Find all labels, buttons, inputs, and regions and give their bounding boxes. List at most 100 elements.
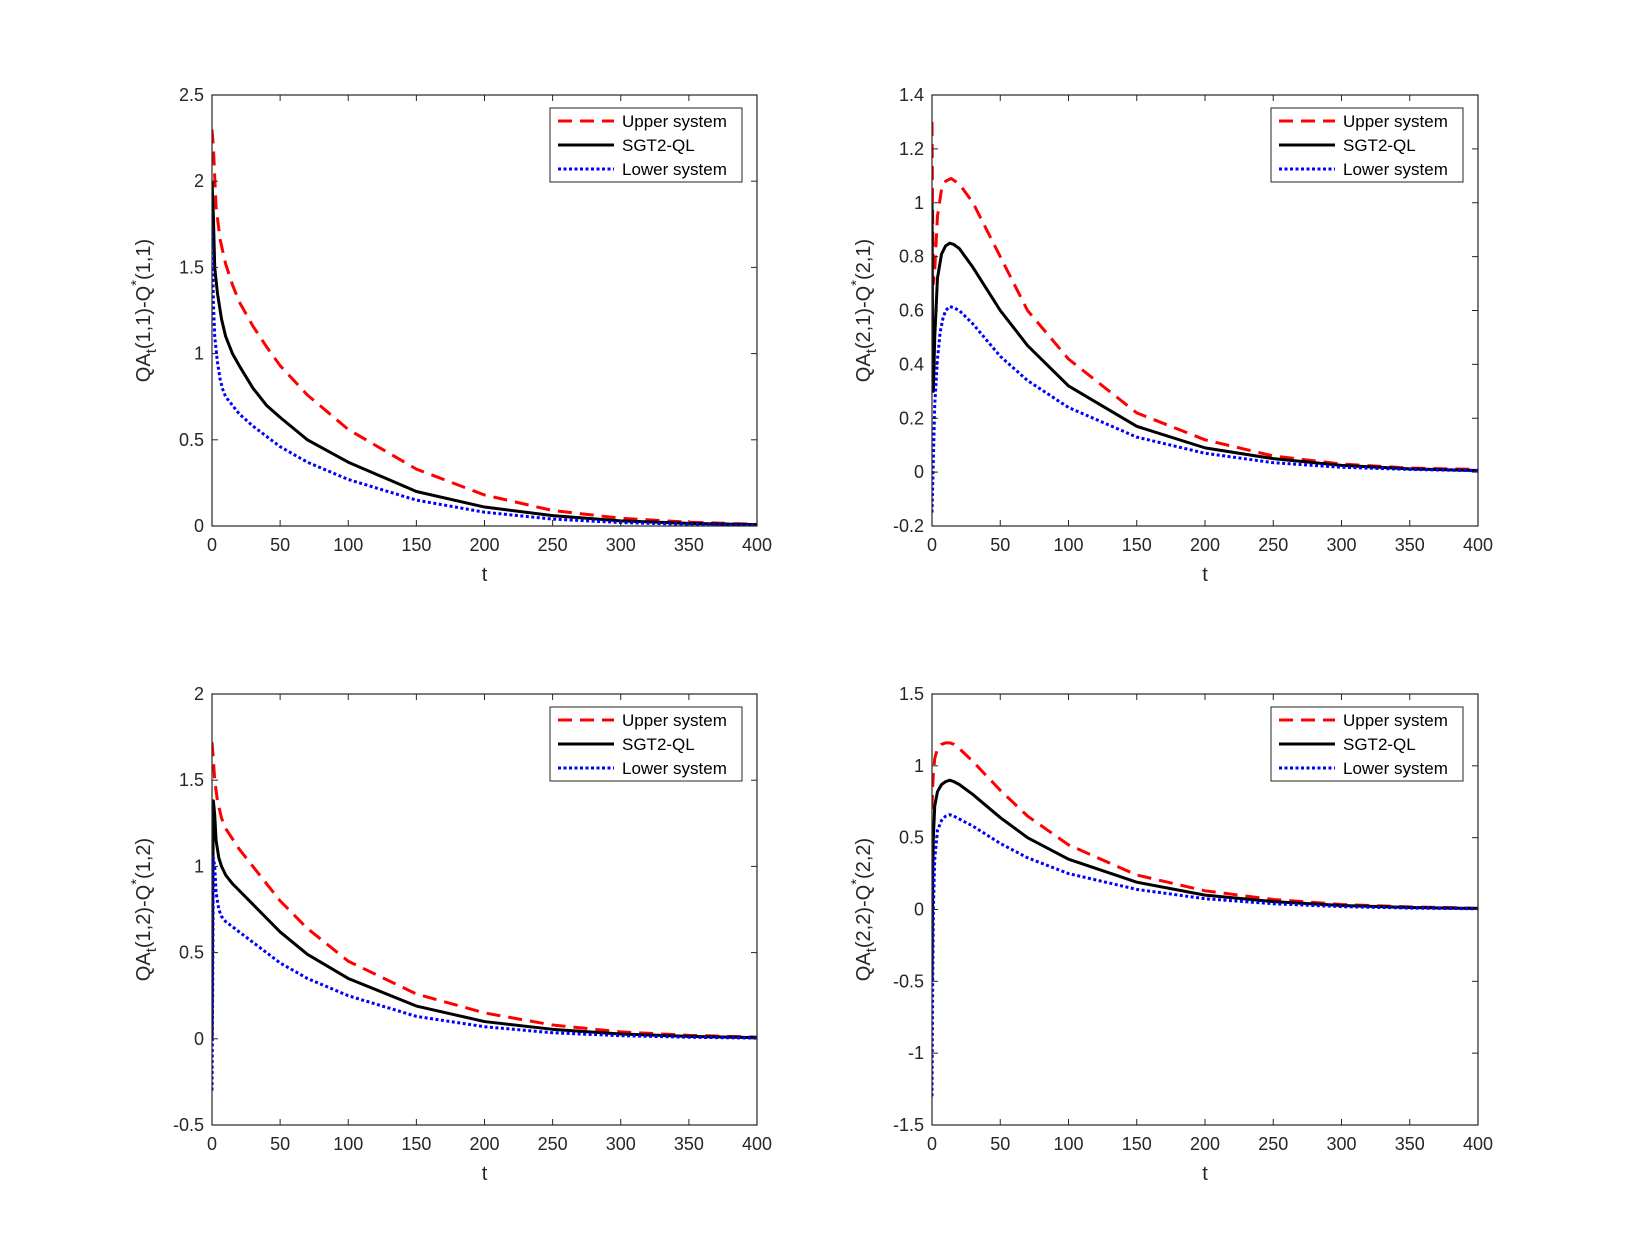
y-tick-label: 1 [194,856,204,876]
x-axis-label: t [1202,1163,1208,1185]
x-axis-label: t [1202,564,1208,586]
subplot-3: 0 50 100 150 200 250 300 350 400-0.500.511.52tQA… [128,684,772,1185]
series-line-sgt2 [932,202,1478,473]
x-axis-label: t [482,564,488,586]
y-tick-label: 1.5 [179,257,204,277]
x-tick-label: 250 [1258,535,1288,555]
legend-label-sgt2: SGT2-QL [1343,136,1416,155]
legend: Upper system SGT2-QL Lower system [549,706,743,782]
x-tick-label: 350 [1395,1134,1425,1154]
x-tick-label: 150 [401,535,431,555]
y-tick-label: 1.5 [899,684,924,704]
y-tick-label: 0.4 [899,354,924,374]
y-tick-label: 0 [194,516,204,536]
legend-label-upper: Upper system [622,711,727,730]
x-tick-label: 400 [742,1134,772,1154]
x-tick-label: 200 [469,535,499,555]
y-tick-label: 2 [194,171,204,191]
y-tick-label: 2 [194,684,204,704]
y-tick-label: 0.6 [899,301,924,321]
y-tick-label: 1.2 [899,139,924,159]
x-tick-label: 400 [1463,1134,1493,1154]
y-tick-label: 1 [914,756,924,776]
y-tick-label: -0.2 [893,516,924,536]
x-tick-label: 150 [401,1134,431,1154]
series-line-sgt2 [932,778,1478,982]
x-tick-label: 50 [270,535,290,555]
y-tick-label: 0.2 [899,408,924,428]
y-tick-label: 2.5 [179,85,204,105]
series-line-sgt2 [212,181,757,526]
x-tick-label: 150 [1122,1134,1152,1154]
series-line-upper [212,742,757,1039]
y-tick-label: 0.8 [899,247,924,267]
legend-label-lower: Lower system [622,160,727,179]
series-group [212,742,757,1091]
subplot-2: 0 50 100 150 200 250 300 350 400-0.200.20.40.60.… [848,85,1493,586]
x-tick-label: 100 [1053,535,1083,555]
series-line-upper [932,741,1478,910]
x-tick-label: 300 [606,1134,636,1154]
legend-label-lower: Lower system [622,759,727,778]
y-axis-label: QAt(2,1)-Q*(2,1) [848,239,880,382]
legend: Upper system SGT2-QL Lower system [549,107,743,183]
series-line-lower [932,304,1478,513]
legend-label-upper: Upper system [1343,112,1448,131]
legend-label-upper: Upper system [1343,711,1448,730]
x-tick-label: 300 [1326,535,1356,555]
legend-label-upper: Upper system [622,112,727,131]
x-tick-label: 100 [333,1134,363,1154]
x-tick-label: 50 [990,535,1010,555]
x-tick-label: 250 [538,535,568,555]
y-tick-label: 0 [914,462,924,482]
x-tick-label: 200 [469,1134,499,1154]
y-tick-label: -0.5 [173,1115,204,1135]
legend-label-lower: Lower system [1343,160,1448,179]
y-tick-label: -0.5 [893,971,924,991]
y-tick-label: 0 [194,1029,204,1049]
series-line-upper [932,121,1478,471]
series-group [932,741,1478,1097]
x-tick-label: 350 [674,1134,704,1154]
y-tick-label: -1 [908,1043,924,1063]
x-tick-label: 300 [606,535,636,555]
x-tick-label: 200 [1190,1134,1220,1154]
y-tick-label: 0.5 [899,828,924,848]
x-tick-label: 0 [927,535,937,555]
y-tick-label: 1 [194,344,204,364]
y-tick-label: 1.5 [179,770,204,790]
series-line-upper [212,129,757,526]
x-tick-label: 0 [927,1134,937,1154]
x-tick-label: 400 [742,535,772,555]
x-tick-label: 250 [538,1134,568,1154]
x-tick-label: 350 [674,535,704,555]
y-axis-label: QAt(2,2)-Q*(2,2) [848,838,880,981]
x-tick-label: 300 [1326,1134,1356,1154]
x-tick-label: 0 [207,535,217,555]
x-tick-label: 50 [990,1134,1010,1154]
y-axis-label: QAt(1,2)-Q*(1,2) [128,838,160,981]
legend-label-sgt2: SGT2-QL [1343,735,1416,754]
y-tick-label: -1.5 [893,1115,924,1135]
legend: Upper system SGT2-QL Lower system [1270,706,1464,782]
series-line-lower [212,856,757,1091]
subplot-4: 0 50 100 150 200 250 300 350 400 -1.5 -1 -0.5 0 0.5 1 1… [848,684,1493,1185]
series-group [932,121,1478,513]
series-line-lower [212,229,757,526]
legend-label-sgt2: SGT2-QL [622,735,695,754]
x-tick-label: 350 [1395,535,1425,555]
y-tick-label: 1.4 [899,85,924,105]
legend-label-lower: Lower system [1343,759,1448,778]
x-tick-label: 150 [1122,535,1152,555]
x-tick-label: 250 [1258,1134,1288,1154]
series-line-sgt2 [212,799,757,1040]
y-tick-label: 0.5 [179,943,204,963]
legend-label-sgt2: SGT2-QL [622,136,695,155]
x-tick-label: 100 [1053,1134,1083,1154]
subplot-1: 0 50 100 150 200 250 300 350 400 0 0.5 1 1.5 2 2.5 t QAt… [128,85,772,586]
x-axis-label: t [482,1163,488,1185]
y-tick-label: 0 [914,900,924,920]
series-group [212,129,757,526]
x-tick-label: 50 [270,1134,290,1154]
